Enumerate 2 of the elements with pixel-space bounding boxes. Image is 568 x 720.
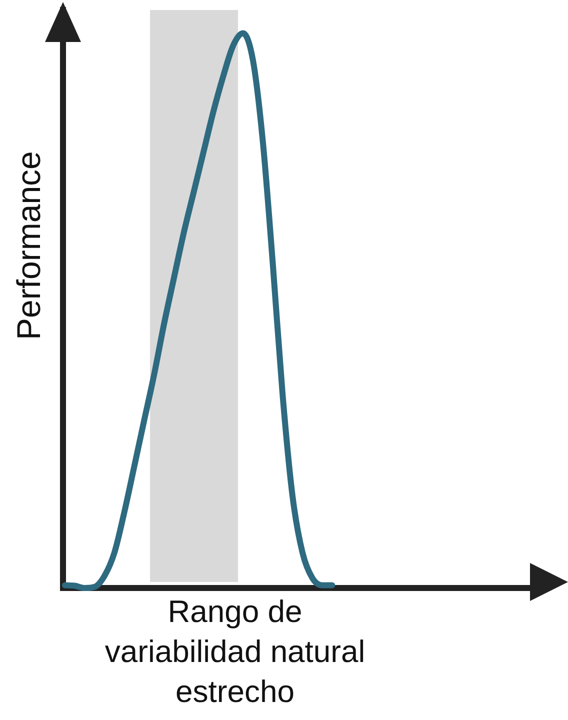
y-axis-title: Performance <box>10 151 48 340</box>
x-axis-title: Rango de variabilidad natural estrecho <box>104 593 366 711</box>
